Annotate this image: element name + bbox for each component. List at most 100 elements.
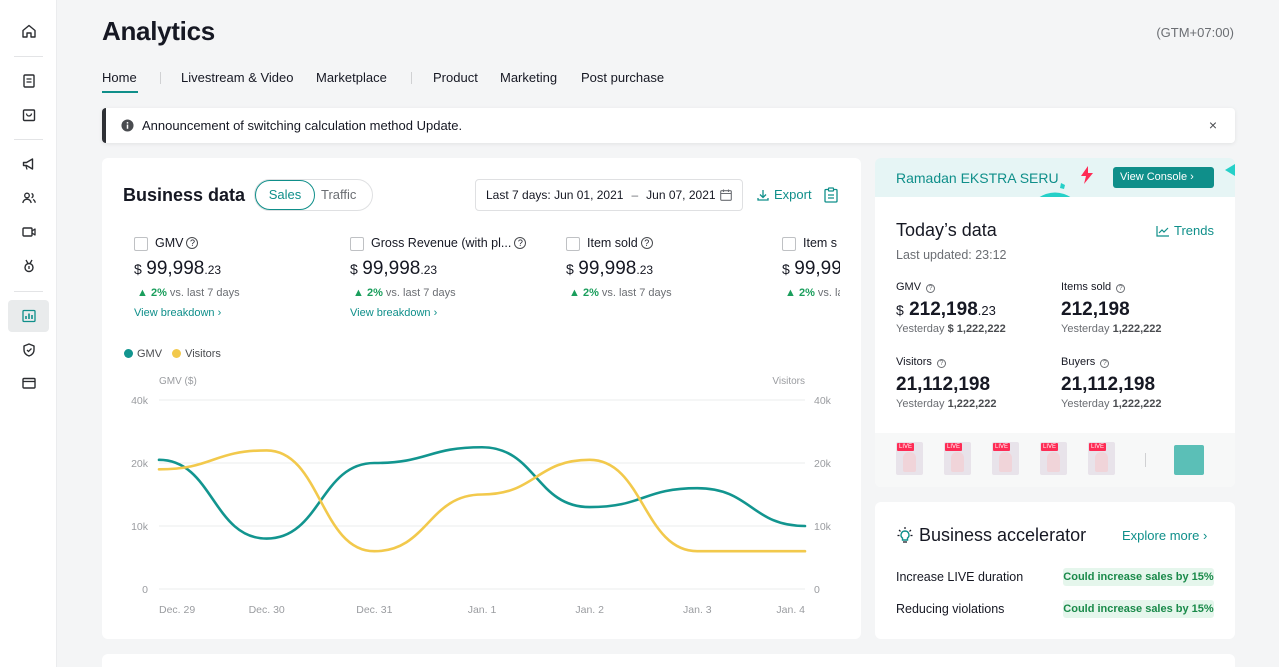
metric-checkbox[interactable] bbox=[134, 237, 148, 251]
y2-tick-label: 0 bbox=[814, 584, 820, 596]
tab-product[interactable]: Product bbox=[433, 70, 478, 85]
live-thumbnail[interactable]: LIVE bbox=[992, 442, 1019, 475]
promo-banner: Ramadan EKSTRA SERU View Console › bbox=[875, 158, 1235, 198]
help-icon[interactable]: ? bbox=[926, 284, 936, 293]
accelerator-row-label[interactable]: Reducing violations bbox=[896, 602, 1005, 616]
y-tick-label: 0 bbox=[142, 584, 148, 596]
wallet-icon[interactable] bbox=[8, 367, 49, 399]
tab-livestream-video[interactable]: Livestream & Video bbox=[181, 70, 294, 85]
series-line-visitors bbox=[157, 449, 807, 553]
analytics-icon[interactable] bbox=[8, 300, 49, 332]
metric-delta: 2% bbox=[366, 287, 383, 299]
stat-yesterday-value: 1,222,222 bbox=[1112, 323, 1162, 335]
view-breakdown-link[interactable]: View breakdown › bbox=[134, 307, 222, 319]
metric-currency: $ bbox=[134, 261, 142, 277]
video-thumbnail[interactable] bbox=[1174, 445, 1204, 475]
metric-delta-text: vs. last 7 days bbox=[385, 287, 456, 299]
products-icon[interactable] bbox=[8, 99, 49, 131]
stat-value: 21,112,198 bbox=[1061, 374, 1156, 395]
megaphone-icon[interactable] bbox=[8, 148, 49, 180]
help-icon[interactable]: ? bbox=[514, 237, 527, 249]
help-icon[interactable]: ? bbox=[1116, 284, 1126, 293]
legend-dot bbox=[172, 349, 182, 358]
help-icon[interactable]: ? bbox=[640, 237, 653, 249]
help-icon[interactable]: ? bbox=[936, 359, 946, 368]
help-icon[interactable]: ? bbox=[1100, 359, 1110, 368]
users-icon[interactable] bbox=[8, 182, 49, 214]
close-icon[interactable]: × bbox=[1208, 117, 1217, 133]
accelerator-title: Business accelerator bbox=[919, 525, 1087, 545]
x-tick-label: Dec. 31 bbox=[356, 604, 392, 616]
home-icon[interactable] bbox=[8, 15, 49, 47]
medal-icon[interactable] bbox=[8, 250, 49, 282]
video-icon[interactable] bbox=[8, 216, 49, 248]
x-tick-label: Jan. 4 bbox=[776, 604, 805, 616]
sales-toggle-option[interactable]: Sales bbox=[255, 180, 315, 210]
trend-up-icon: ▲ bbox=[569, 287, 580, 299]
todays-data-card: Today’s data Last updated: 23:12 Trends … bbox=[875, 197, 1235, 487]
trends-link[interactable]: Trends bbox=[1156, 223, 1214, 238]
metric-currency: $ bbox=[566, 261, 574, 277]
export-button[interactable]: Export bbox=[757, 187, 812, 202]
view-console-button[interactable]: View Console › bbox=[1113, 167, 1214, 188]
clipboard-icon[interactable] bbox=[824, 187, 838, 203]
view-breakdown-link[interactable]: View breakdown › bbox=[350, 307, 438, 319]
date-range-prefix: Last 7 days: bbox=[486, 188, 551, 202]
trend-up-icon: ▲ bbox=[785, 287, 796, 299]
live-thumbnail[interactable]: LIVE bbox=[896, 442, 923, 475]
explore-more-link[interactable]: Explore more › bbox=[1122, 528, 1208, 543]
todays-data-title: Today’s data bbox=[896, 220, 997, 240]
live-thumbnail[interactable]: LIVE bbox=[1088, 442, 1115, 475]
live-thumbnail[interactable]: LIVE bbox=[944, 442, 971, 475]
tab-marketing[interactable]: Marketing bbox=[500, 70, 558, 85]
orders-icon[interactable] bbox=[8, 65, 49, 97]
metric-decimals: .23 bbox=[420, 263, 438, 277]
metric-checkbox[interactable] bbox=[566, 237, 580, 251]
live-thumbnail[interactable]: LIVE bbox=[1040, 442, 1067, 475]
announcement-banner: Announcement of switching calculation me… bbox=[102, 108, 1235, 143]
sales-increase-badge: Could increase sales by 15% bbox=[1063, 568, 1214, 586]
x-tick-label: Dec. 30 bbox=[249, 604, 285, 616]
stat-yesterday-label: Yesterday bbox=[1061, 398, 1110, 410]
sales-increase-badge: Could increase sales by 15% bbox=[1063, 600, 1214, 618]
confetti-decoration bbox=[1225, 164, 1235, 176]
stat-value: 212,198 bbox=[1061, 299, 1130, 320]
metric-value: 99,998 bbox=[146, 258, 205, 279]
metric-label: Item s bbox=[803, 236, 838, 250]
info-icon bbox=[121, 119, 134, 132]
date-range-picker[interactable]: Last 7 days: Jun 01, 2021 – Jun 07, 2021 bbox=[475, 179, 743, 211]
accelerator-row-label[interactable]: Increase LIVE duration bbox=[896, 570, 1024, 584]
x-tick-label: Jan. 3 bbox=[683, 604, 712, 616]
legend-item-gmv[interactable]: GMV bbox=[124, 348, 162, 360]
chart-legend: GMV Visitors bbox=[124, 348, 221, 360]
sidebar bbox=[0, 0, 57, 667]
metric-value: 99,99 bbox=[794, 258, 840, 279]
stat-label: GMV bbox=[896, 281, 922, 293]
next-section-card bbox=[102, 654, 1235, 667]
live-thumbnails-strip: LIVE LIVE LIVE LIVE LIVE bbox=[875, 433, 1235, 487]
sidebar-divider bbox=[14, 56, 43, 57]
tab-divider bbox=[160, 72, 161, 84]
live-badge: LIVE bbox=[993, 443, 1011, 451]
last-updated-text: Last updated: 23:12 bbox=[896, 248, 1007, 262]
shield-icon[interactable] bbox=[8, 334, 49, 366]
tab-post-purchase[interactable]: Post purchase bbox=[581, 70, 665, 85]
live-badge: LIVE bbox=[1041, 443, 1059, 451]
metric-checkbox[interactable] bbox=[782, 237, 796, 251]
stat-value: 212,198 bbox=[909, 299, 978, 320]
chevron-right-icon: › bbox=[1190, 171, 1194, 183]
date-range-separator: – bbox=[631, 188, 639, 202]
metric-delta-text: vs. la bbox=[817, 287, 840, 299]
tab-marketplace[interactable]: Marketplace bbox=[316, 70, 387, 85]
stat-yesterday-value: 1,222,222 bbox=[1112, 398, 1162, 410]
traffic-toggle-option[interactable]: Traffic bbox=[321, 187, 357, 202]
help-icon[interactable]: ? bbox=[186, 237, 199, 249]
stat-label: Items sold bbox=[1061, 281, 1112, 293]
legend-item-visitors[interactable]: Visitors bbox=[172, 348, 221, 360]
stat-yesterday-value: $ 1,222,222 bbox=[947, 323, 1006, 335]
y-tick-label: 20k bbox=[131, 458, 149, 470]
metric-checkbox[interactable] bbox=[350, 237, 364, 251]
tab-divider bbox=[411, 72, 412, 84]
tab-home[interactable]: Home bbox=[102, 70, 137, 85]
trend-up-icon: ▲ bbox=[353, 287, 364, 299]
